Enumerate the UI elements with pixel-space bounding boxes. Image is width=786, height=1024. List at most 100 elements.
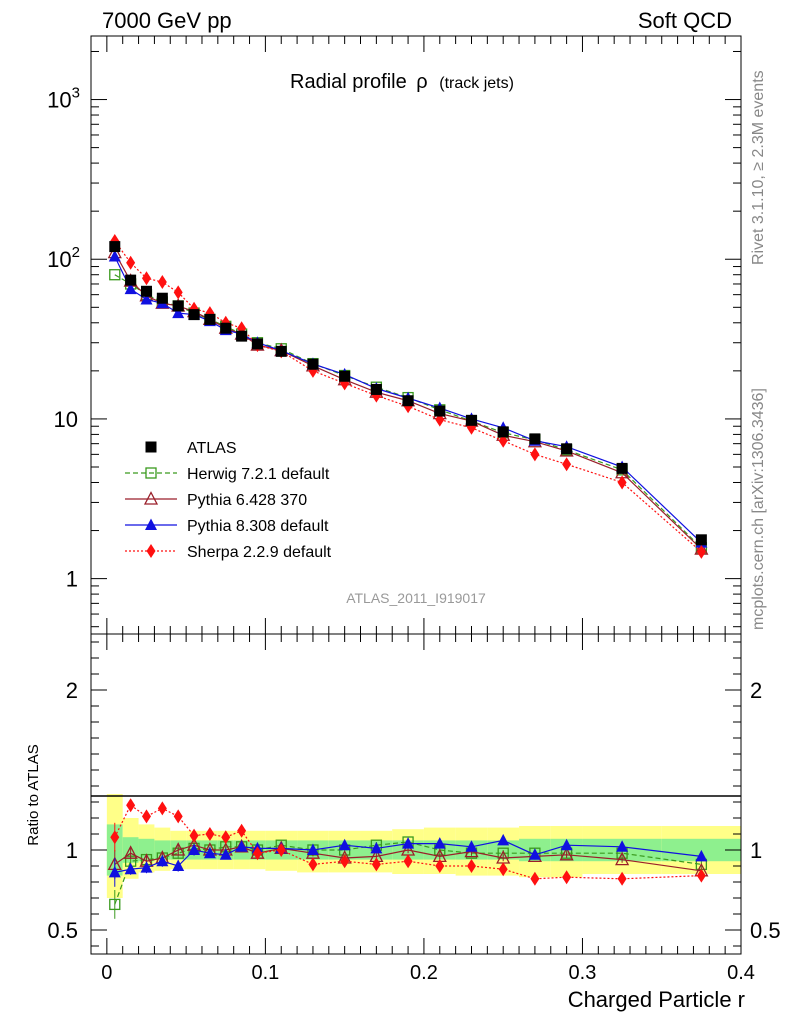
ratio-sherpa-point xyxy=(435,859,445,873)
ratio-pythia8-point xyxy=(370,841,383,854)
main-y-tick-label-base: 10 xyxy=(47,88,71,113)
ratio-y-tick-label-right: 2 xyxy=(750,678,762,703)
ratio-sherpa-point xyxy=(617,871,627,886)
main-atlas-point xyxy=(188,309,200,321)
main-atlas-point xyxy=(339,370,351,382)
legend-marker-pythia6 xyxy=(143,491,159,505)
main-atlas-point xyxy=(561,443,573,455)
ratio-pythia8-point xyxy=(203,846,216,859)
ratio-pythia8-point xyxy=(188,843,201,855)
main-y-tick-label: 102 xyxy=(47,244,80,272)
ratio-pythia8-point xyxy=(108,865,121,878)
ratio-pythia8-point xyxy=(497,833,510,846)
main-atlas-point xyxy=(275,345,287,357)
main-series-layer xyxy=(107,234,709,559)
ratio-pythia8-point xyxy=(140,861,153,873)
ratio-bands xyxy=(106,794,741,898)
ratio-pythia8-point xyxy=(465,840,478,852)
main-atlas-point xyxy=(109,241,121,253)
plot-title-symbol: ρ xyxy=(416,71,427,93)
x-tick-label: 0.3 xyxy=(569,962,597,984)
main-atlas-point xyxy=(156,292,168,304)
ratio-y-tick-label-right: 1 xyxy=(750,838,762,863)
ratio-pythia8-point xyxy=(616,840,629,852)
legend-label-pythia8: Pythia 8.308 default xyxy=(187,518,329,535)
ratio-pythia8-point xyxy=(695,849,708,862)
ratio-sherpa-point xyxy=(141,809,151,824)
main-sherpa-point xyxy=(696,544,706,559)
ratio-pythia6-point xyxy=(171,842,186,856)
legend: ATLAS Herwig 7.2.1 default Pythia 6.428 37… xyxy=(125,440,332,561)
main-atlas-point xyxy=(434,405,446,417)
main-sherpa-point xyxy=(141,271,151,286)
x-tick-label: 0 xyxy=(101,962,112,984)
ratio-y-tick-label-right: 0.5 xyxy=(750,918,781,943)
ratio-frame xyxy=(90,633,742,955)
ratio-sherpa-point xyxy=(157,801,167,816)
main-herwig-point xyxy=(109,269,121,281)
main-sherpa-point xyxy=(530,447,540,462)
main-atlas-point xyxy=(529,433,541,445)
main-sherpa-point xyxy=(157,275,167,290)
main-sherpa-line xyxy=(114,240,702,553)
plot-title: Radial profile ρ (track jets) xyxy=(290,71,514,93)
ratio-pythia8-point xyxy=(560,838,573,851)
ratio-sherpa-point xyxy=(403,854,413,869)
main-y-tick-label-base: 1 xyxy=(66,567,78,592)
main-atlas-point xyxy=(695,534,707,546)
main-pythia8-point xyxy=(140,292,153,305)
ratio-sherpa-point xyxy=(562,870,572,885)
legend-label-atlas: ATLAS xyxy=(187,440,237,457)
main-y-tick-label-exp: 3 xyxy=(72,85,80,102)
ratio-pythia8-point xyxy=(433,837,446,849)
ratio-sherpa-point xyxy=(498,862,508,877)
ratio-sherpa-point xyxy=(340,854,350,869)
main-sherpa-point xyxy=(126,255,136,270)
main-y-tick-label: 1 xyxy=(66,567,78,592)
ratio-pythia8-point xyxy=(235,840,248,852)
main-atlas-point xyxy=(251,338,263,350)
ratio-sherpa-point xyxy=(252,846,262,861)
ratio-sherpa-point xyxy=(205,827,215,841)
main-atlas-point xyxy=(497,426,509,438)
main-y-tick-label: 10 xyxy=(54,407,78,432)
x-tick-label: 0.2 xyxy=(410,962,438,984)
x-tick-label: 0.4 xyxy=(727,962,755,984)
main-atlas-point xyxy=(125,274,137,286)
mcplots-label: mcplots.cern.ch [arXiv:1306.3436] xyxy=(750,388,767,630)
main-atlas-point xyxy=(402,395,414,407)
ratio-pythia8-point xyxy=(528,848,541,860)
header-energy-label: 7000 GeV pp xyxy=(102,8,232,33)
main-y-tick-label-base: 10 xyxy=(47,247,71,272)
main-herwig-line xyxy=(114,274,702,549)
ratio-pythia6-point xyxy=(615,851,630,866)
ratio-pythia8-point xyxy=(338,838,351,851)
ratio-panel: 2 21 10.5 0.5 0 0.1 0.2 0.3 0.4 Ratio to ATLAS … xyxy=(25,633,781,1012)
ratio-sherpa-point xyxy=(126,798,136,813)
ratio-sherpa-point xyxy=(189,828,199,843)
legend-label-herwig: Herwig 7.2.1 default xyxy=(187,466,330,483)
rivet-version-label: Rivet 3.1.10, ≥ 2.3M events xyxy=(750,70,767,265)
x-tick-labels: 0 0.1 0.2 0.3 0.4 xyxy=(101,962,755,984)
main-pythia6-line xyxy=(114,252,702,550)
main-atlas-point xyxy=(204,313,216,325)
ratio-pythia6-line xyxy=(114,844,702,872)
ratio-y-axis-label: Ratio to ATLAS xyxy=(25,744,42,845)
main-y-tick-label: 103 xyxy=(47,85,80,113)
ratio-sherpa-point xyxy=(466,859,476,873)
main-sherpa-point xyxy=(173,285,183,300)
main-y-tick-label-exp: 2 xyxy=(72,244,80,261)
ratio-band-inner xyxy=(154,840,171,860)
main-atlas-point xyxy=(236,330,248,342)
ratio-pythia8-point xyxy=(306,843,319,855)
ratio-pythia8-point xyxy=(124,862,137,875)
main-y-tick-label-base: 10 xyxy=(54,407,78,432)
main-atlas-point xyxy=(370,383,382,395)
main-sherpa-point xyxy=(562,457,572,472)
ratio-herwig-point xyxy=(109,898,121,911)
legend-label-sherpa: Sherpa 2.2.9 default xyxy=(187,544,332,561)
plot-title-sub: (track jets) xyxy=(439,75,514,92)
